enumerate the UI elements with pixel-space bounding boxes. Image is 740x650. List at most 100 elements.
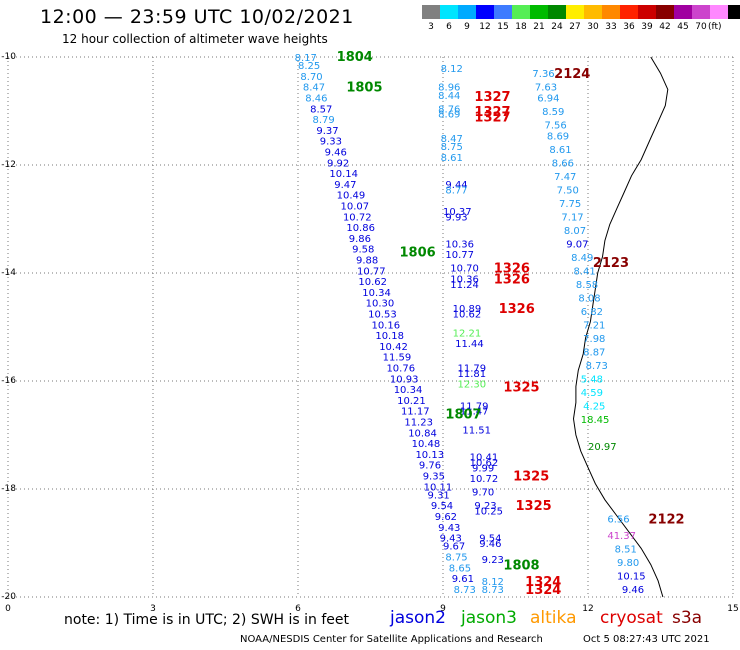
colorbar-swatch xyxy=(548,5,566,19)
swh-value: 10.72 xyxy=(343,212,372,223)
units-note: note: 1) Time is in UTC; 2) SWH is in fe… xyxy=(64,612,350,628)
colorbar-swatch xyxy=(656,5,674,19)
swh-value: 8.79 xyxy=(313,115,335,126)
pass-time-label: 1324 xyxy=(525,575,561,590)
swh-value: 10.77 xyxy=(357,266,386,277)
swh-value: 8.66 xyxy=(552,158,574,169)
pass-time-label: 1807 xyxy=(445,407,481,422)
colorbar-swatch xyxy=(692,5,710,19)
pass-time-label: 1808 xyxy=(503,559,539,574)
swh-value: 9.37 xyxy=(316,126,338,137)
colorbar-swatch xyxy=(620,5,638,19)
colorbar-label: 18 xyxy=(515,22,527,32)
x-tick-label: 0 xyxy=(5,604,11,614)
swh-value: 7.17 xyxy=(561,212,583,223)
swh-value: 9.35 xyxy=(423,472,445,483)
swh-value: 20.97 xyxy=(588,442,617,453)
credit-text: NOAA/NESDIS Center for Satellite Applica… xyxy=(240,634,543,645)
swh-value: 9.99 xyxy=(472,463,494,474)
swh-value: 10.11 xyxy=(424,482,453,493)
pass-time-label: 1324 xyxy=(525,583,561,598)
swh-value: 9.58 xyxy=(352,245,374,256)
swh-value: 8.65 xyxy=(449,563,471,574)
colorbar-label: 33 xyxy=(605,22,617,32)
swh-value: 8.87 xyxy=(583,347,605,358)
swh-value: 8.61 xyxy=(549,145,571,156)
map-subtitle: 12 hour collection of altimeter wave hei… xyxy=(62,32,328,46)
swh-value: 10.62 xyxy=(470,458,499,469)
swh-value: 7.63 xyxy=(535,83,557,94)
colorbar-swatch xyxy=(674,5,692,19)
swh-value: 11.59 xyxy=(383,353,412,364)
pass-time-label: 1326 xyxy=(494,262,530,277)
legend-altika: altika xyxy=(530,608,577,628)
swh-value: 9.54 xyxy=(431,501,453,512)
swh-value: 10.07 xyxy=(341,202,370,213)
swh-value: 10.93 xyxy=(390,374,419,385)
swh-value: 11.17 xyxy=(401,407,430,418)
swh-value: 8.25 xyxy=(298,61,320,72)
colorbar-label: 12 xyxy=(479,22,491,32)
swh-value: 10.36 xyxy=(450,274,479,285)
swh-value: 8.49 xyxy=(571,253,593,264)
colorbar-label: 9 xyxy=(464,22,470,32)
swh-value: 7.56 xyxy=(545,121,567,132)
pass-time-label: 1326 xyxy=(494,272,530,287)
swh-value: 11.81 xyxy=(458,369,487,380)
swh-value: 8.96 xyxy=(438,83,460,94)
swh-value: 10.84 xyxy=(408,428,437,439)
swh-value: 10.48 xyxy=(412,439,441,450)
x-tick-label: 6 xyxy=(295,604,301,614)
map-title: 12:00 — 23:59 UTC 10/02/2021 xyxy=(40,6,354,28)
swh-value: 8.75 xyxy=(445,553,467,564)
swh-value: 8.73 xyxy=(454,585,476,596)
colorbar-label: 24 xyxy=(551,22,563,32)
swh-value: 5.48 xyxy=(581,374,603,385)
pass-time-label: 1805 xyxy=(346,81,382,96)
pass-time-label: 1804 xyxy=(337,50,373,65)
colorbar-label: 3 xyxy=(428,22,434,32)
colorbar-swatch xyxy=(728,5,740,19)
colorbar-label: 27 xyxy=(569,22,581,32)
colorbar-label: 39 xyxy=(641,22,653,32)
swh-value: 10.14 xyxy=(329,169,358,180)
swh-value: 10.34 xyxy=(362,288,391,299)
colorbar-swatch xyxy=(584,5,602,19)
swh-value: 10.77 xyxy=(445,250,474,261)
swh-value: 8.69 xyxy=(438,110,460,121)
x-tick-label: 12 xyxy=(582,604,594,614)
swh-value: 8.41 xyxy=(574,266,596,277)
swh-value: 8.17 xyxy=(295,53,317,64)
swh-value: 7.36 xyxy=(532,69,554,80)
swh-value: 9.23 xyxy=(482,555,504,566)
colorbar-swatch xyxy=(566,5,584,19)
swh-value: 10.15 xyxy=(617,571,646,582)
pass-time-label: 2122 xyxy=(648,513,684,528)
x-tick-label: 9 xyxy=(440,604,446,614)
swh-value: 7.50 xyxy=(557,185,579,196)
swh-value: 9.76 xyxy=(419,461,441,472)
colorbar-label: 70 xyxy=(695,22,707,32)
map-grid xyxy=(7,56,734,598)
swh-value: 9.43 xyxy=(440,534,462,545)
swh-value: 4.25 xyxy=(583,401,605,412)
swh-value: 8.73 xyxy=(586,361,608,372)
colorbar-swatch xyxy=(638,5,656,19)
colorbar-label: 30 xyxy=(587,22,599,32)
swh-value: 8.58 xyxy=(576,280,598,291)
swh-value: 10.37 xyxy=(443,207,472,218)
swh-value: 18.45 xyxy=(581,415,610,426)
pass-time-label: 1806 xyxy=(400,245,436,260)
swh-value: 9.70 xyxy=(472,488,494,499)
colorbar-swatch xyxy=(512,5,530,19)
pass-time-label: 2124 xyxy=(554,67,590,82)
pass-time-label: 1325 xyxy=(503,380,539,395)
swh-value: 8.12 xyxy=(441,64,463,75)
swh-value: 7.21 xyxy=(583,320,605,331)
swh-value: 10.49 xyxy=(337,191,366,202)
swh-value: 11.51 xyxy=(462,426,491,437)
swh-value: 8.12 xyxy=(482,577,504,588)
timestamp: Oct 5 08:27:43 UTC 2021 xyxy=(583,634,710,645)
swh-value: 9.62 xyxy=(435,512,457,523)
